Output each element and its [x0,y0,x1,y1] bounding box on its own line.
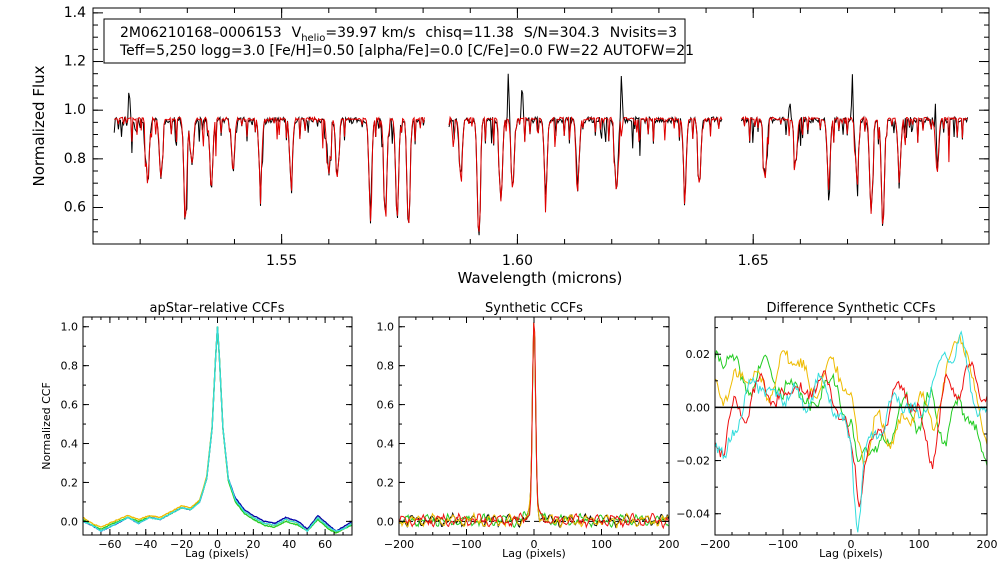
info-vhelio-prefix: V [292,25,302,41]
synthetic-ccf-panel: Synthetic CCFs −200 −100 0 100 200 0.0 0.2 0.4 0… [377,301,680,560]
spectrum-panel: 1.55 1.60 1.65 0.6 0.8 1.0 1.2 1.4 Wavelength (… [30,5,990,287]
x-tick-label: −100 [451,538,481,551]
apstar-ccf-axes-frame [82,316,353,536]
y-tick-label: 0.4 [377,438,395,451]
apstar-ccf-line-cyan [82,326,353,533]
y-tick-label: 1.0 [61,321,79,334]
x-tick-label: 60 [318,538,332,551]
spectrum-y-label: Normalized Flux [30,65,48,186]
spectrum-line-observed-segment-1 [113,92,425,224]
spectrum-line-observed-segment-2 [448,73,723,236]
x-tick-label: 0 [531,538,538,551]
x-tick-label: −200 [384,538,414,551]
apstar-ccf-panel: apStar–relative CCFs −60 −40 −20 0 20 40 60 0.0… [40,301,353,560]
difference-ccf-line-cyan [714,330,988,533]
y-tick-label: 0.02 [686,348,711,361]
y-tick-label: 0.8 [377,360,395,373]
x-tick-label: 20 [246,538,260,551]
apstar-ccf-title: apStar–relative CCFs [150,301,285,316]
x-tick-label: 0 [848,538,855,551]
y-tick-label: 0.00 [686,401,711,414]
spectrum-line-model-segment-2 [448,115,723,232]
x-tick-label: 100 [591,538,612,551]
info-star: 2M06210168–0006153 [120,25,282,41]
apstar-ccf-series-group [82,326,353,534]
x-tick-label: 200 [659,538,680,551]
spectrum-ticks: 1.55 1.60 1.65 0.6 0.8 1.0 1.2 1.4 [64,5,990,269]
info-vhelio-value: =39.97 km/s [325,25,415,41]
y-tick-label: 0.6 [377,399,395,412]
difference-ccf-x-label: Lag (pixels) [819,547,883,560]
y-tick-label: 0.8 [61,360,79,373]
x-tick-label: 100 [909,538,930,551]
y-tick-label: 0.2 [377,476,395,489]
y-tick-label: 0.4 [61,438,79,451]
spectrum-axes-frame [92,7,990,245]
apstar-ccf-x-label: Lag (pixels) [185,547,249,560]
x-tick-label: 200 [977,538,998,551]
difference-ccf-line-green [714,349,988,467]
y-tick-label: 1.2 [64,54,86,70]
x-tick-label: −60 [98,538,121,551]
info-line-2: Teff=5,250 logg=3.0 [Fe/H]=0.50 [alpha/F… [119,43,694,59]
x-tick-label: −200 [700,538,730,551]
x-tick-label: −40 [134,538,157,551]
apstar-ccf-ticks: −60 −40 −20 0 20 40 60 0.0 0.2 0.4 0.6 0.8 1.0 [61,317,353,551]
apstar-ccf-line-blue [82,326,353,533]
info-nvisits: Nvisits=3 [610,25,677,41]
synthetic-ccf-line-green [398,329,669,529]
apstar-ccf-y-label: Normalized CCF [40,382,53,470]
synthetic-ccf-series-group [398,322,669,530]
synthetic-ccf-x-label: Lag (pixels) [502,547,566,560]
info-line-1: 2M06210168–0006153 Vhelio=39.97 km/s chisq… [120,25,677,44]
y-tick-label: 0.0 [61,515,79,528]
y-tick-label: 1.4 [64,5,86,21]
spectrum-line-model-segment-1 [114,115,425,224]
x-tick-label: 1.60 [502,253,533,269]
difference-ccf-panel: Difference Synthetic CCFs −200 −100 0 100 20… [676,301,997,560]
y-tick-label: 0.2 [61,476,79,489]
x-tick-label: 1.65 [738,253,769,269]
y-tick-label: 1.0 [64,102,86,118]
y-tick-label: 0.6 [64,200,86,216]
x-tick-label: 1.55 [266,253,297,269]
difference-ccf-axes-frame [714,316,988,536]
x-tick-label: 40 [282,538,296,551]
info-box: 2M06210168–0006153 Vhelio=39.97 km/s chisq… [103,18,694,64]
apstar-ccf-line-yellow [83,326,353,534]
info-chisq: chisq=11.38 [425,25,513,41]
apstar-ccf-line-green [82,326,353,534]
y-tick-label: 0.8 [64,151,86,167]
y-tick-label: −0.04 [676,508,710,521]
difference-ccf-ticks: −200 −100 0 100 200 −0.04 −0.02 0.00 0.02 [676,317,998,551]
info-vhelio-sub: helio [301,33,325,44]
spectrum-line-model-segment-3 [741,115,968,224]
spectrum-series-group [113,73,969,236]
synthetic-ccf-title: Synthetic CCFs [485,301,583,316]
y-tick-label: −0.02 [676,455,710,468]
synthetic-ccf-ticks: −200 −100 0 100 200 0.0 0.2 0.4 0.6 0.8 1.0 [377,317,680,551]
difference-ccf-line-red [714,360,988,508]
y-tick-label: 0.6 [61,399,79,412]
y-tick-label: 0.0 [377,515,395,528]
x-tick-label: −20 [170,538,193,551]
info-box-frame [103,18,686,64]
difference-ccf-series-group [714,330,988,533]
x-tick-label: 0 [214,538,221,551]
difference-ccf-title: Difference Synthetic CCFs [766,301,935,316]
synthetic-ccf-axes-frame [398,316,670,536]
spectrum-x-label: Wavelength (microns) [458,269,623,287]
x-tick-label: −100 [768,538,798,551]
info-sn: S/N=304.3 [524,25,600,41]
y-tick-label: 1.0 [377,321,395,334]
